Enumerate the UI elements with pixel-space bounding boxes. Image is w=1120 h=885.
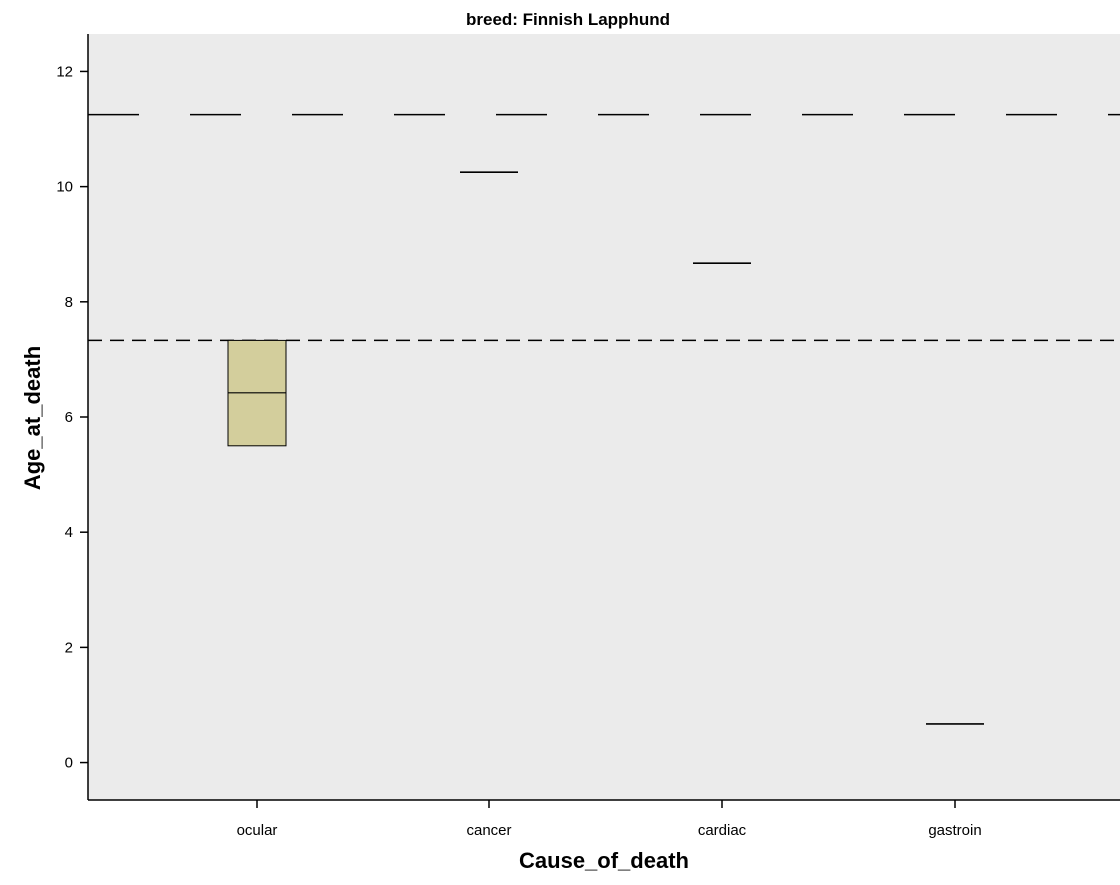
x-tick-label-cancer: cancer [466,822,511,839]
reference-lines [88,113,1120,342]
y-tick-label-6: 6 [65,409,73,426]
x-tick-label-gastroin: gastroin [928,822,981,839]
box-series [227,171,984,725]
y-tick-label-4: 4 [65,524,73,541]
y-tick-label-8: 8 [65,294,73,311]
x-axis-title: Cause_of_death [519,848,689,873]
y-axis-ticks: 0 2 4 6 8 10 12 [56,63,88,772]
y-tick-label-12: 12 [56,63,73,80]
x-axis-ticks: ocular cancer cardiac gastroin [237,800,982,839]
y-tick-label-2: 2 [65,639,73,656]
y-axis-title: Age_at_death [20,346,45,490]
y-tick-label-0: 0 [65,755,73,772]
x-tick-label-cardiac: cardiac [698,822,747,839]
box-ocular [227,339,287,447]
y-tick-label-10: 10 [56,179,73,196]
x-tick-label-ocular: ocular [237,822,278,839]
chart-title: breed: Finnish Lapphund [466,10,670,29]
